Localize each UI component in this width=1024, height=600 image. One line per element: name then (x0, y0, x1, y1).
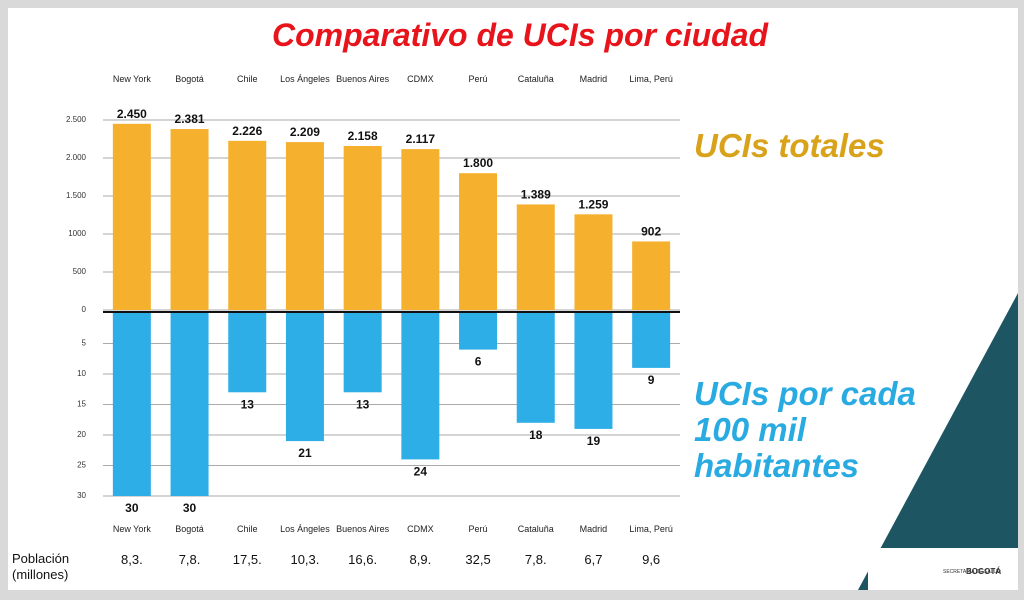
slide: Comparativo de UCIs por ciudad SECRETARÍ… (8, 8, 1018, 590)
population-value: 7,8. (178, 552, 201, 567)
chart: Comparativo de UCIs por ciudad SECRETARÍ… (66, 17, 1018, 590)
bar (343, 145, 382, 310)
value-label: 2.450 (117, 107, 147, 121)
y-tick-label: 10 (77, 369, 86, 378)
population-value: 16,6. (348, 552, 378, 567)
value-label: 21 (298, 446, 312, 460)
annotation-line: habitantes (694, 447, 860, 484)
y-tick-label: 500 (73, 267, 87, 276)
logo-text: SECRETARÍA DE SALUD (943, 568, 1001, 575)
value-label: 2.381 (175, 112, 205, 126)
bar (112, 123, 151, 310)
x-tick-label: Lima, Perú (629, 74, 673, 84)
bar (170, 313, 209, 496)
logo-text: BOGOTÁ (966, 567, 1001, 576)
chart-title: Comparativo de UCIs por ciudad (272, 17, 770, 53)
x-tick-label: Cataluña (517, 74, 554, 84)
x-tick-label: Madrid (579, 74, 608, 84)
y-tick-label: 2.500 (66, 115, 87, 124)
value-label: 2.158 (348, 129, 378, 143)
x-tick-label: Bogotá (175, 74, 204, 84)
annotation: UCIs por cada 100 mil habitantes (694, 376, 916, 484)
x-tick-label: Perú (468, 74, 488, 84)
x-tick-label: Cataluña (517, 524, 554, 534)
bar (574, 313, 613, 429)
value-label: 1.800 (463, 156, 493, 170)
value-label: 13 (356, 397, 370, 411)
y-tick-label: 0 (82, 305, 87, 314)
value-label: 13 (241, 397, 255, 411)
population-label: Población (millones) (12, 551, 69, 583)
y-tick-label: 2.000 (66, 153, 87, 162)
bar (401, 149, 440, 310)
x-tick-label: Perú (468, 524, 488, 534)
population-value: 8,3. (121, 552, 143, 567)
value-label: 18 (529, 428, 543, 442)
annotation: UCIs totales (694, 127, 885, 164)
y-tick-label: 25 (77, 461, 86, 470)
bar (459, 173, 498, 310)
population-value: 9,6 (642, 552, 661, 567)
x-tick-label: Lima, Perú (629, 524, 673, 534)
y-tick-label: 30 (77, 491, 86, 500)
annotation-line: 100 mil (694, 411, 806, 448)
bar (516, 313, 555, 423)
population-label-line: Población (12, 551, 70, 566)
bar (228, 140, 267, 310)
value-label: 19 (587, 434, 601, 448)
value-label: 2.117 (406, 132, 436, 146)
logo-area (868, 548, 1018, 590)
population-value: 7,8. (524, 552, 547, 567)
y-tick-label: 1000 (68, 229, 86, 238)
x-tick-label: CDMX (407, 74, 434, 84)
bar (170, 129, 209, 310)
value-label: 2.209 (290, 125, 320, 139)
x-tick-label: Bogotá (175, 524, 204, 534)
annotation-line: UCIs por cada (694, 375, 916, 412)
x-tick-label: Los Ángeles (280, 74, 330, 84)
x-tick-label: New York (112, 524, 151, 534)
value-label: 1.259 (578, 197, 608, 211)
x-tick-label: Buenos Aires (336, 74, 390, 84)
decor-triangle (858, 293, 1018, 590)
y-tick-label: 1.500 (66, 191, 87, 200)
population-value: 6,7 (584, 552, 603, 567)
bar (285, 313, 324, 442)
value-label: 30 (183, 501, 197, 515)
x-tick-label: Buenos Aires (336, 524, 390, 534)
value-label: 902 (641, 224, 661, 238)
population-value: 10,3. (290, 552, 320, 567)
bar (632, 241, 671, 310)
population-label-line: (millones) (12, 567, 69, 582)
population-value: 17,5. (232, 552, 262, 567)
x-tick-label: Madrid (579, 524, 608, 534)
bar (516, 204, 555, 310)
bar (228, 313, 267, 393)
bar (285, 142, 324, 310)
x-tick-label: CDMX (407, 524, 434, 534)
value-label: 6 (475, 355, 482, 369)
value-label: 2.226 (232, 124, 262, 138)
y-tick-label: 20 (77, 430, 86, 439)
value-label: 9 (648, 373, 655, 387)
bar (401, 313, 440, 460)
y-tick-label: 15 (77, 400, 86, 409)
bar (343, 313, 382, 393)
x-tick-label: New York (112, 74, 151, 84)
value-label: 24 (414, 464, 428, 478)
population-value: 32,5 (465, 552, 491, 567)
bar (574, 214, 613, 310)
value-label: 30 (125, 501, 139, 515)
population-value: 8,9. (409, 552, 432, 567)
bar (632, 313, 671, 368)
y-tick-label: 5 (82, 339, 87, 348)
x-tick-label: Los Ángeles (280, 524, 330, 534)
bar (112, 313, 151, 496)
x-tick-label: Chile (236, 74, 258, 84)
bar (459, 313, 498, 350)
value-label: 1.389 (521, 187, 551, 201)
x-tick-label: Chile (236, 524, 258, 534)
